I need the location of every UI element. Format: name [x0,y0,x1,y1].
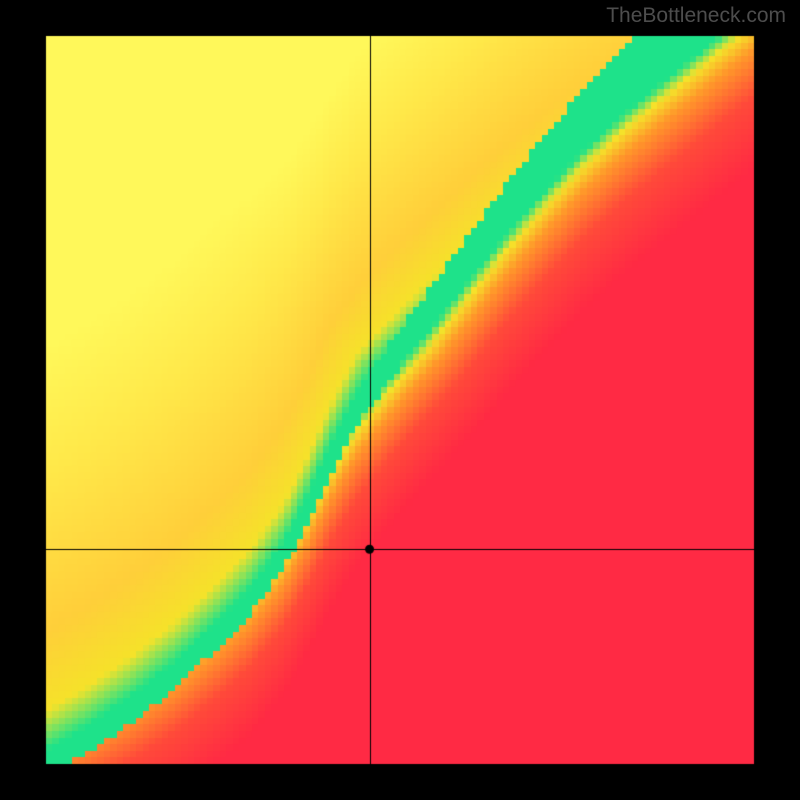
bottleneck-heatmap-canvas [0,0,800,800]
chart-container: TheBottleneck.com [0,0,800,800]
watermark-text: TheBottleneck.com [606,4,786,28]
